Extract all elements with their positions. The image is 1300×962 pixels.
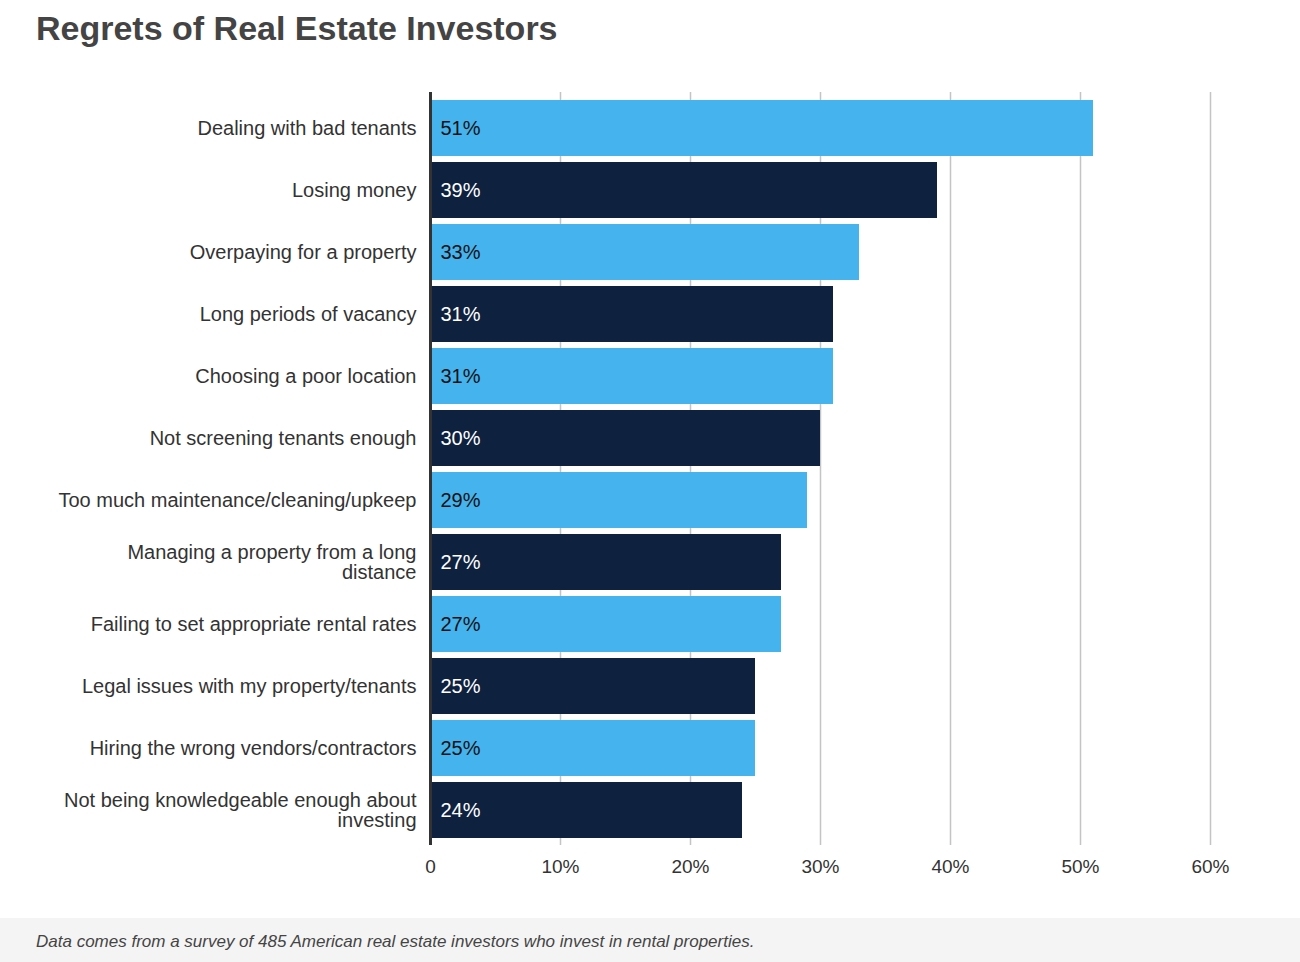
svg-text:10%: 10% [541,856,579,877]
svg-text:29%: 29% [441,489,481,511]
svg-text:30%: 30% [801,856,839,877]
svg-text:31%: 31% [441,303,481,325]
svg-text:31%: 31% [441,365,481,387]
svg-text:Failing to set appropriate ren: Failing to set appropriate rental rates [91,613,417,635]
svg-text:Losing money: Losing money [292,179,417,201]
html-text:Data comes from a survey of 48: Data comes from a survey of 485 American… [36,932,755,951]
svg-text:39%: 39% [441,179,481,201]
svg-text:Not screening tenants enough: Not screening tenants enough [150,427,417,449]
svg-text:Not being knowledgeable enough: Not being knowledgeable enough aboutinve… [64,789,417,831]
svg-text:50%: 50% [1061,856,1099,877]
svg-text:0: 0 [425,856,436,877]
svg-text:20%: 20% [671,856,709,877]
svg-text:25%: 25% [441,675,481,697]
svg-text:Choosing a poor location: Choosing a poor location [195,365,416,387]
svg-text:24%: 24% [441,799,481,821]
svg-text:Dealing with bad tenants: Dealing with bad tenants [197,117,416,139]
svg-text:27%: 27% [441,613,481,635]
svg-text:25%: 25% [441,737,481,759]
svg-text:Managing a property from a lon: Managing a property from a longdistance [127,541,416,583]
svg-text:27%: 27% [441,551,481,573]
svg-text:60%: 60% [1191,856,1229,877]
svg-text:Overpaying for a property: Overpaying for a property [190,241,417,263]
svg-text:33%: 33% [441,241,481,263]
svg-text:51%: 51% [441,117,481,139]
svg-text:30%: 30% [441,427,481,449]
svg-text:Legal issues with my property/: Legal issues with my property/tenants [82,675,417,697]
svg-text:Too much maintenance/cleaning/: Too much maintenance/cleaning/upkeep [58,489,416,511]
svg-text:Long periods of vacancy: Long periods of vacancy [200,303,417,325]
html-text:Regrets of Real Estate Investo: Regrets of Real Estate Investors [36,9,558,47]
svg-text:40%: 40% [931,856,969,877]
svg-text:Hiring the wrong vendors/contr: Hiring the wrong vendors/contractors [90,737,417,759]
